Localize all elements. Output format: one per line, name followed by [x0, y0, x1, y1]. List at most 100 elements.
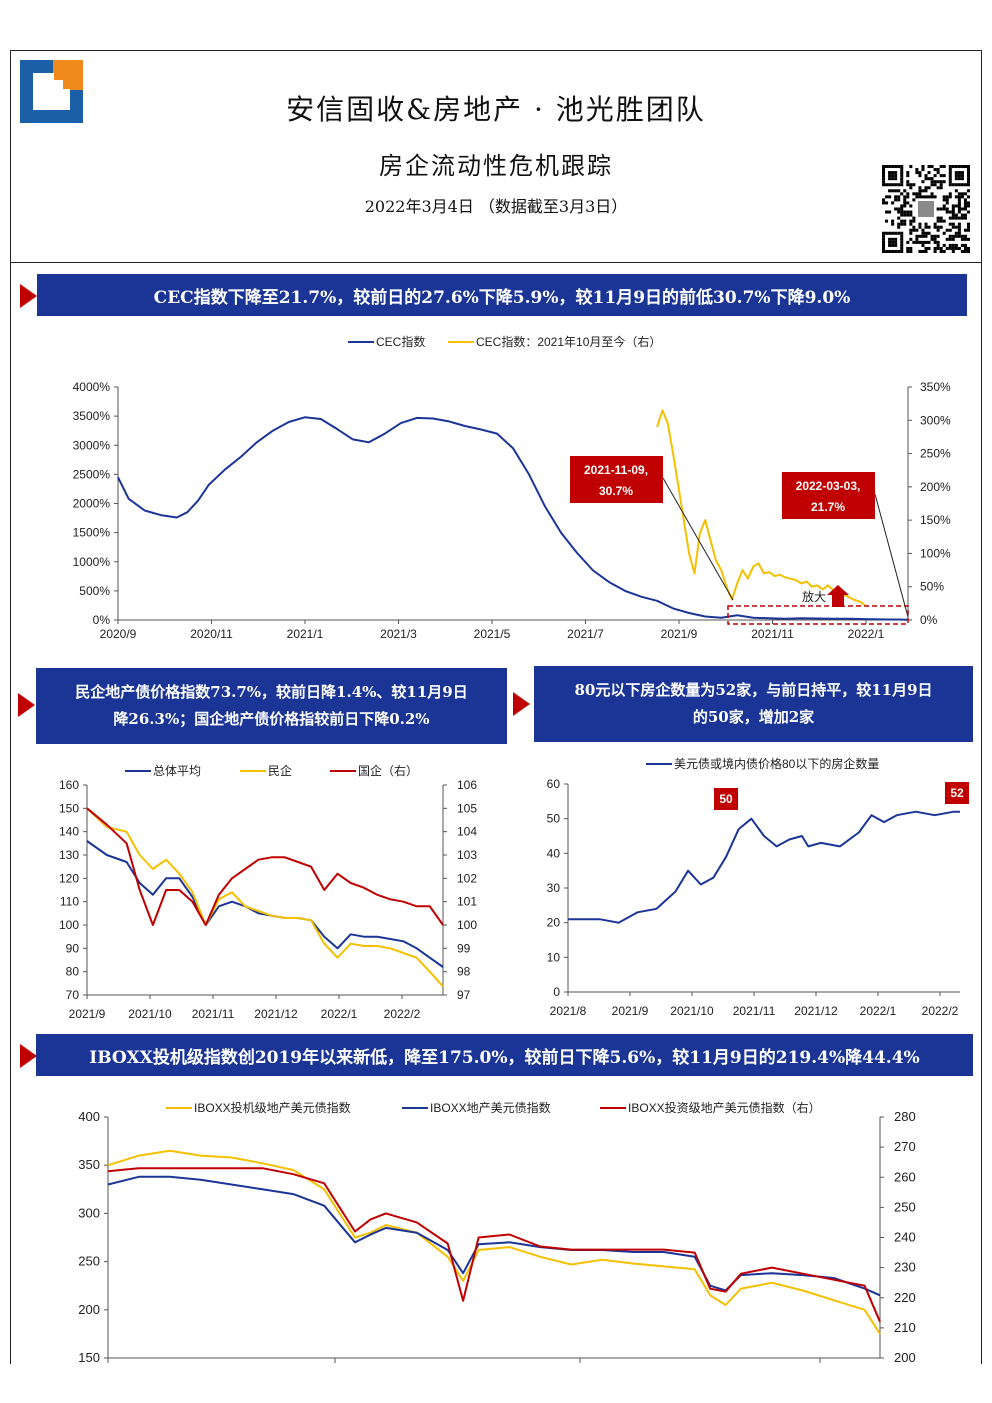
y2-tick-label: 240 — [894, 1230, 916, 1245]
series-line — [86, 807, 444, 926]
legend-label: IBOXX投机级地产美元债指数 — [194, 1100, 351, 1115]
cec-banner-text: CEC指数下降至21.7%，较前日的27.6%下降5.9%，较11月9日的前低3… — [153, 287, 851, 308]
y2-tick-label: 104 — [457, 825, 477, 839]
section-arrow-icon — [18, 693, 35, 717]
y-tick-label: 60 — [547, 777, 561, 791]
y-tick-label: 3000% — [73, 438, 111, 452]
x-tick-label: 2021/9 — [69, 1007, 106, 1021]
series-line — [107, 1149, 881, 1335]
x-tick-label: 2021/3 — [380, 627, 417, 641]
y2-tick-label: 102 — [457, 871, 477, 885]
y-tick-label: 50 — [547, 812, 561, 826]
annotation-box — [782, 472, 875, 519]
y-tick-label: 10 — [547, 950, 561, 964]
anxin-logo — [20, 60, 83, 123]
y-tick-label: 2000% — [73, 497, 111, 511]
y2-tick-label: 280 — [894, 1109, 916, 1124]
annotation-value: 21.7% — [811, 500, 845, 514]
x-tick-label: 2021/7 — [567, 627, 604, 641]
series-line — [656, 409, 866, 607]
legend-label: 美元债或境内债价格80以下的房企数量 — [674, 756, 879, 771]
y-tick-label: 3500% — [73, 409, 111, 423]
report-title: 安信固收&房地产 · 池光胜团队 — [286, 93, 706, 126]
y2-tick-label: 99 — [457, 941, 471, 955]
qr-code-icon[interactable] — [882, 165, 970, 253]
y2-tick-label: 250% — [920, 447, 951, 461]
y2-tick-label: 98 — [457, 965, 471, 979]
qr-avatar — [916, 199, 936, 219]
legend-label: 国企（右） — [358, 763, 418, 778]
y2-tick-label: 150% — [920, 513, 951, 527]
series-line — [107, 1175, 881, 1297]
y2-tick-label: 200% — [920, 480, 951, 494]
y2-tick-label: 105 — [457, 801, 477, 815]
y2-tick-label: 106 — [457, 778, 477, 792]
section-arrow-icon — [20, 284, 37, 308]
legend-label: 总体平均 — [153, 764, 201, 778]
cec-banner: CEC指数下降至21.7%，较前日的27.6%下降5.9%，较11月9日的前低3… — [37, 274, 967, 316]
y-tick-label: 2500% — [73, 467, 111, 481]
annotation-value: 30.7% — [599, 484, 633, 498]
x-tick-label: 2021/11 — [733, 1004, 776, 1018]
y2-tick-label: 50% — [920, 580, 944, 594]
annotation-value: 52 — [950, 786, 964, 800]
annotation-box — [714, 788, 738, 810]
series-line — [86, 807, 444, 988]
bond-price-banner-line1: 民企地产债价格指数73.7%，较前日降1.4%、较11月9日 — [75, 683, 468, 701]
iboxx-banner: IBOXX投机级指数创2019年以来新低，降至175.0%，较前日下降5.6%，… — [36, 1034, 973, 1076]
y2-tick-label: 250 — [894, 1199, 916, 1214]
x-tick-label: 2022/1 — [848, 627, 885, 641]
y2-tick-label: 200 — [894, 1350, 916, 1365]
y2-tick-label: 270 — [894, 1139, 916, 1154]
x-tick-label: 2021/11 — [751, 627, 794, 641]
bond-price-banner-line2: 降26.3%；国企地产债价格指较前日下降0.2% — [113, 710, 430, 728]
y2-tick-label: 103 — [457, 848, 477, 862]
y-tick-label: 130 — [59, 848, 79, 862]
y-tick-label: 1500% — [73, 526, 111, 540]
y-tick-label: 70 — [66, 988, 80, 1002]
below80-banner: 80元以下房企数量为52家，与前日持平，较11月9日 的50家，增加2家 — [534, 666, 973, 742]
legend-label: 民企 — [268, 763, 292, 778]
series-line — [117, 416, 909, 621]
y2-tick-label: 220 — [894, 1290, 916, 1305]
below80-chart: 60 50 40 30 20 10 0 2021/8 2021/9 2021/10 2021/11 2… — [547, 756, 969, 1018]
x-tick-label: 2021/5 — [474, 627, 511, 641]
zoom-box — [727, 605, 909, 625]
x-tick-label: 2021/10 — [128, 1007, 172, 1021]
y-tick-label: 350 — [78, 1157, 100, 1172]
annotation-leader — [874, 493, 909, 618]
annotation-value: 50 — [719, 792, 733, 806]
annotation-box — [570, 456, 663, 503]
y-tick-label: 110 — [60, 895, 79, 909]
iboxx-banner-text: IBOXX投机级指数创2019年以来新低，降至175.0%，较前日下降5.6%，… — [89, 1047, 920, 1068]
qr-modules — [882, 165, 970, 253]
y-tick-label: 1000% — [73, 555, 111, 569]
legend-label: CEC指数 — [376, 334, 425, 349]
x-tick-label: 2021/10 — [670, 1004, 714, 1018]
report-subtitle: 房企流动性危机跟踪 — [379, 152, 613, 180]
x-tick-label: 2021/8 — [550, 1004, 587, 1018]
annotation-date: 2022-03-03, — [796, 479, 861, 493]
y2-tick-label: 100 — [457, 918, 477, 932]
series-line — [107, 1167, 881, 1323]
y2-tick-label: 210 — [894, 1320, 916, 1335]
x-tick-label: 2021/12 — [254, 1007, 298, 1021]
y-tick-label: 400 — [78, 1109, 100, 1124]
x-tick-label: 2022/1 — [321, 1007, 358, 1021]
x-tick-label: 2021/11 — [192, 1007, 235, 1021]
y-tick-label: 250 — [78, 1254, 100, 1269]
x-tick-label: 2020/11 — [190, 627, 233, 641]
annotation-date: 2021-11-09, — [584, 463, 648, 477]
y-tick-label: 200 — [78, 1302, 100, 1317]
x-tick-label: 2022/2 — [922, 1004, 959, 1018]
x-tick-label: 2022/2 — [384, 1007, 421, 1021]
y2-tick-label: 300% — [920, 413, 951, 427]
y2-tick-label: 97 — [457, 988, 471, 1002]
bond-price-banner: 民企地产债价格指数73.7%，较前日降1.4%、较11月9日 降26.3%；国企… — [36, 668, 507, 744]
y-tick-label: 500% — [79, 584, 110, 598]
bond-price-chart: 160 150 140 130 120 110 100 90 80 70 106 105 104 103 1… — [59, 763, 477, 1021]
y-tick-label: 300 — [78, 1205, 100, 1220]
y2-tick-label: 0% — [920, 613, 938, 627]
annotation-box — [945, 782, 969, 804]
below80-banner-line2: 的50家，增加2家 — [692, 708, 815, 726]
